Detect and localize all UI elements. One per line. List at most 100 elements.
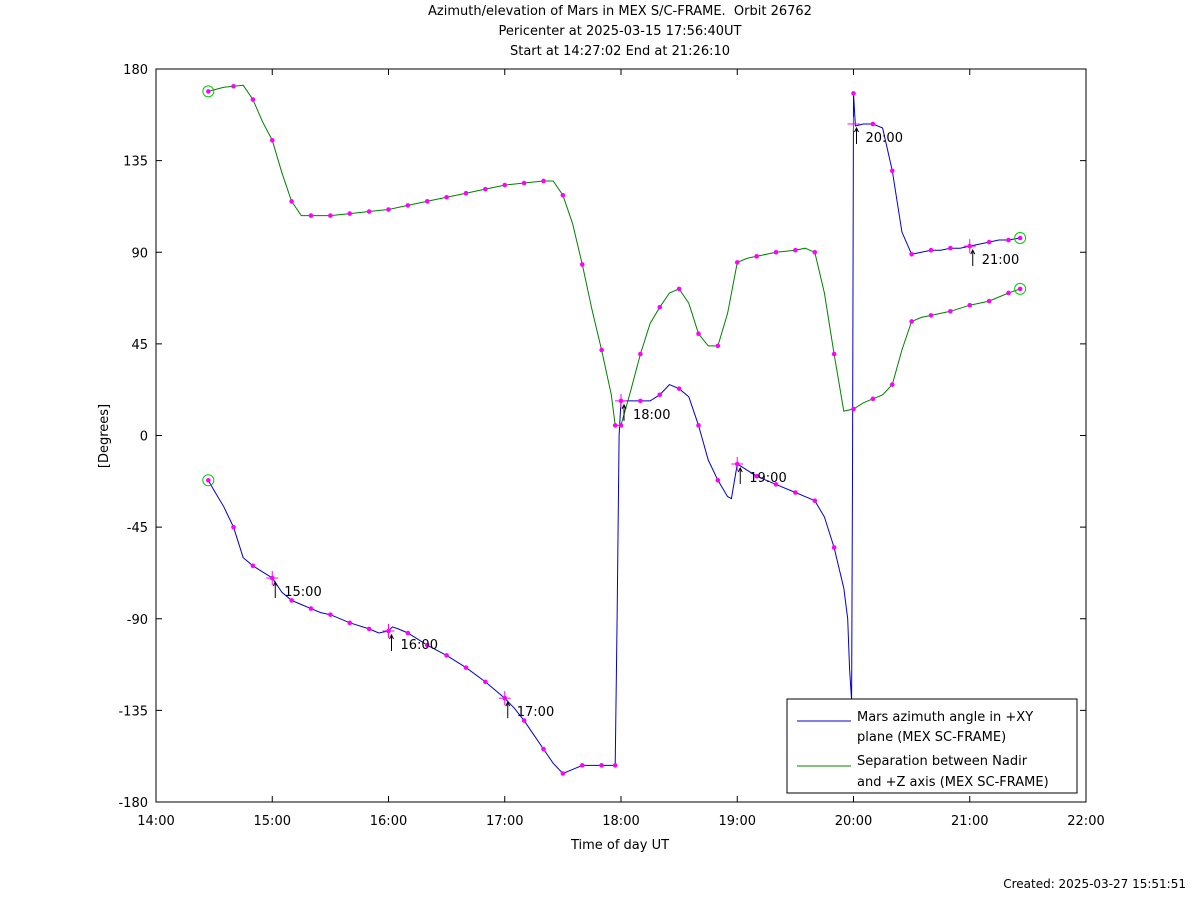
marker-dot-separation xyxy=(1006,290,1011,296)
axis-ticks: 14:00 15:00 16:00 17:00 18:00 19:00 20:00 21:00… xyxy=(118,63,1104,829)
legend-label-separation-1: Separation between Nadir xyxy=(857,754,1028,769)
time-mark-label: 18:00 xyxy=(633,408,670,423)
marker-dot-azimuth xyxy=(812,498,818,503)
marker-dot-azimuth xyxy=(676,386,682,391)
marker-dot-azimuth xyxy=(696,423,701,428)
y-tick-label: -180 xyxy=(118,796,148,811)
marker-dot-separation xyxy=(308,213,314,218)
endpoint-circle-separation xyxy=(1014,282,1027,295)
created-note: Created: 2025-03-27 15:51:51 xyxy=(1003,877,1186,891)
marker-dot-separation xyxy=(347,211,353,216)
x-tick-label: 14:00 xyxy=(137,814,174,829)
time-mark-label: 21:00 xyxy=(982,253,1019,268)
marker-dot-azimuth xyxy=(754,473,759,479)
marker-dot-separation xyxy=(612,423,618,428)
time-mark-label: 19:00 xyxy=(749,471,786,486)
marker-dot-separation xyxy=(599,347,604,353)
x-tick-label: 16:00 xyxy=(370,814,407,829)
marker-dot-azimuth xyxy=(638,398,643,404)
marker-dot-separation xyxy=(579,262,585,267)
endpoint-circle-separation xyxy=(202,85,215,98)
marker-dot-separation xyxy=(948,308,953,314)
marker-dot-separation xyxy=(206,89,211,94)
marker-dot-azimuth xyxy=(289,598,294,603)
marker-dot-separation xyxy=(231,84,236,89)
marker-dot-azimuth xyxy=(851,91,856,96)
marker-dot-azimuth xyxy=(405,630,411,636)
marker-dot-separation xyxy=(483,186,488,192)
marker-dot-azimuth xyxy=(599,763,604,768)
time-mark-arrowhead xyxy=(737,466,743,473)
marker-dot-azimuth xyxy=(347,620,353,626)
time-mark-label: 20:00 xyxy=(866,131,903,146)
marker-dot-azimuth xyxy=(483,679,488,685)
marker-dot-separation xyxy=(734,260,740,265)
marker-dot-separation xyxy=(967,302,973,308)
marker-dot-azimuth xyxy=(541,746,546,752)
marker-dot-azimuth xyxy=(793,490,798,495)
marker-dot-separation xyxy=(851,406,856,412)
marker-dot-azimuth xyxy=(773,482,779,487)
legend: Mars azimuth angle in +XY plane (MEX SC-… xyxy=(786,698,1078,794)
marker-dot-azimuth xyxy=(250,563,256,569)
y-tick-label: 0 xyxy=(140,430,148,445)
marker-dot-separation xyxy=(1017,286,1023,292)
marker-dot-separation xyxy=(250,97,256,102)
y-tick-label: -90 xyxy=(127,613,148,628)
marker-dot-azimuth xyxy=(308,606,314,611)
marker-dot-azimuth xyxy=(444,653,449,658)
legend-box xyxy=(786,698,1078,794)
endpoint-circle-azimuth xyxy=(202,474,215,487)
time-mark-arrowhead xyxy=(621,403,627,410)
chart-range: Start at 14:27:02 End at 21:26:10 xyxy=(509,44,731,59)
marker-dot-separation xyxy=(676,286,682,292)
marker-dot-separation xyxy=(754,254,759,259)
marker-dot-separation xyxy=(618,423,624,428)
endpoint-circle-azimuth xyxy=(1014,231,1027,244)
marker-dot-separation xyxy=(289,199,294,204)
time-mark-label: 17:00 xyxy=(517,705,554,720)
marker-dot-azimuth xyxy=(463,665,469,670)
x-tick-label: 15:00 xyxy=(254,814,291,829)
marker-dot-azimuth xyxy=(948,245,953,251)
marker-dot-azimuth xyxy=(1006,237,1011,243)
legend-label-azimuth-1: Mars azimuth angle in +XY xyxy=(857,710,1033,725)
marker-dot-azimuth xyxy=(328,612,333,617)
marker-dot-azimuth xyxy=(870,121,876,127)
marker-dot-separation xyxy=(870,396,876,402)
marker-dot-separation xyxy=(560,192,566,198)
series-line-azimuth xyxy=(207,93,1021,775)
marker-dot-azimuth xyxy=(909,251,914,257)
y-tick-label: 90 xyxy=(131,246,148,261)
x-tick-label: 17:00 xyxy=(486,814,523,829)
marker-dot-separation xyxy=(386,207,391,212)
time-mark-arrowhead xyxy=(970,249,976,255)
marker-dot-azimuth xyxy=(579,763,585,768)
marker-dot-separation xyxy=(366,209,372,214)
time-mark-arrowhead xyxy=(272,580,278,587)
marker-dot-separation xyxy=(638,351,643,357)
marker-dot-separation xyxy=(773,249,779,255)
marker-dot-separation xyxy=(657,304,663,310)
marker-dot-separation xyxy=(424,199,430,204)
marker-dot-separation xyxy=(463,190,469,196)
time-mark-arrowhead xyxy=(389,633,394,640)
marker-dot-azimuth xyxy=(1017,235,1023,241)
x-axis-label: Time of day UT xyxy=(570,838,669,853)
time-mark-arrowhead xyxy=(505,701,511,707)
marker-dot-separation xyxy=(696,331,701,336)
marker-dot-azimuth xyxy=(715,477,721,483)
marker-dot-separation xyxy=(793,247,798,253)
chart-titles: Azimuth/elevation of Mars in MEX S/C-FRA… xyxy=(0,2,1200,62)
y-tick-label: -45 xyxy=(127,521,148,536)
marker-dot-separation xyxy=(444,194,449,200)
time-mark-label: 16:00 xyxy=(401,638,438,653)
series-markers xyxy=(202,84,1027,776)
x-tick-label: 19:00 xyxy=(719,814,756,829)
marker-dot-azimuth xyxy=(928,247,934,253)
marker-dot-separation xyxy=(328,213,333,218)
x-tick-label: 20:00 xyxy=(835,814,872,829)
marker-dot-separation xyxy=(405,203,411,208)
marker-dot-azimuth xyxy=(231,524,236,530)
